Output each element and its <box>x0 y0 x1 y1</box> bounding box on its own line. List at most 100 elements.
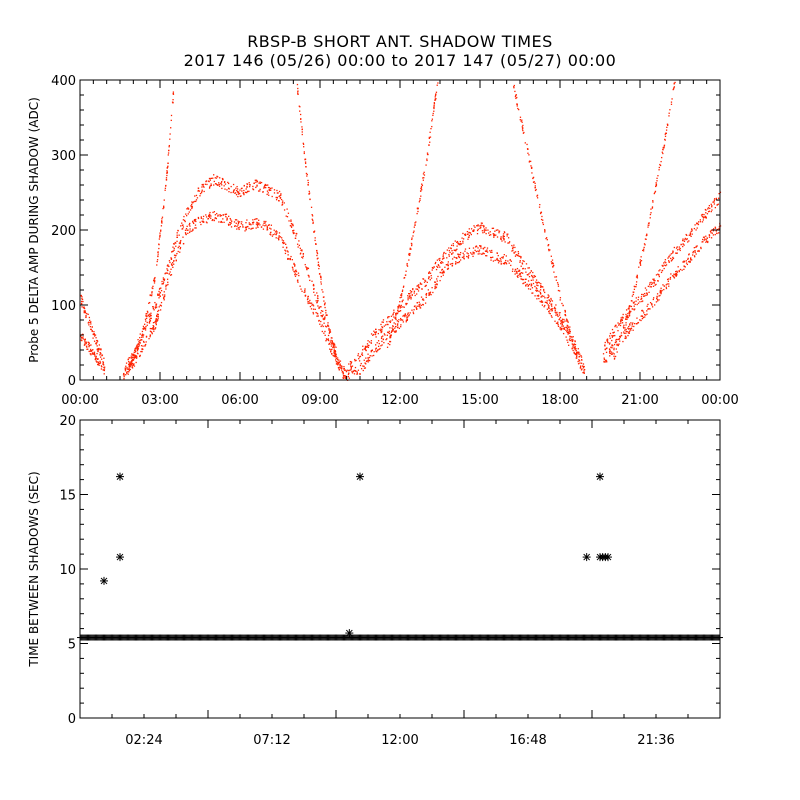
data-point <box>606 347 608 349</box>
data-point <box>633 285 635 288</box>
data-point <box>422 298 424 300</box>
data-point <box>656 180 658 182</box>
data-point <box>554 311 556 313</box>
data-point <box>324 302 326 304</box>
data-point <box>522 260 524 262</box>
data-point <box>643 292 646 295</box>
data-point <box>84 340 86 342</box>
data-point <box>213 219 215 221</box>
data-point <box>641 318 644 320</box>
data-point <box>633 322 636 325</box>
data-point <box>401 290 404 293</box>
data-point <box>132 353 134 355</box>
data-point <box>296 243 299 245</box>
data-point <box>320 312 322 314</box>
data-point <box>97 361 99 363</box>
data-point <box>412 288 414 290</box>
data-point <box>661 156 663 159</box>
data-point <box>417 210 419 213</box>
data-point <box>437 275 439 278</box>
data-point <box>707 241 709 244</box>
data-point <box>470 233 472 236</box>
data-point <box>97 363 99 366</box>
data-point <box>174 255 177 257</box>
data-point <box>500 261 502 263</box>
data-point <box>343 369 346 371</box>
data-point <box>696 227 698 229</box>
data-point <box>389 340 391 343</box>
data-point <box>127 358 129 360</box>
data-point <box>416 285 418 287</box>
data-point <box>627 327 629 329</box>
data-point <box>164 189 166 191</box>
data-point <box>678 246 680 248</box>
data-point <box>265 220 267 223</box>
data-point <box>321 324 323 326</box>
data-point <box>420 186 423 188</box>
data-point <box>332 346 334 349</box>
data-point <box>623 324 625 326</box>
data-point <box>685 262 688 264</box>
data-point <box>577 348 579 350</box>
data-point <box>256 180 258 182</box>
data-point <box>141 351 143 353</box>
data-point <box>373 354 375 357</box>
data-point <box>477 247 479 249</box>
data-point <box>257 224 259 226</box>
data-point <box>182 236 184 238</box>
data-point <box>85 342 87 345</box>
data-point <box>452 244 455 247</box>
data-point <box>100 349 102 351</box>
data-point <box>672 251 674 253</box>
data-point <box>419 282 422 284</box>
data-point <box>148 315 150 318</box>
data-point <box>500 236 502 238</box>
data-point <box>669 254 671 256</box>
data-point <box>521 278 523 280</box>
data-point <box>515 97 517 100</box>
data-point <box>161 216 164 218</box>
data-point <box>342 373 344 375</box>
data-point <box>335 357 337 360</box>
data-point <box>179 251 181 253</box>
data-point <box>496 257 498 260</box>
data-point <box>707 207 710 209</box>
data-point <box>525 278 527 280</box>
data-point <box>296 280 299 282</box>
data-point <box>426 152 429 154</box>
data-point <box>653 279 655 281</box>
data-point <box>199 192 202 195</box>
data-point <box>528 267 530 269</box>
data-point <box>413 290 416 292</box>
data-point <box>139 342 141 344</box>
data-point <box>137 343 139 345</box>
data-point <box>554 306 556 308</box>
data-point <box>434 287 436 290</box>
data-point <box>168 149 170 152</box>
data-point <box>338 361 340 363</box>
x-tick-label: 03:00 <box>141 393 178 408</box>
data-point <box>278 238 280 240</box>
data-point <box>517 270 519 273</box>
data-point <box>642 293 644 296</box>
data-point <box>432 112 434 115</box>
data-point <box>718 228 720 230</box>
data-point <box>149 301 151 304</box>
data-point <box>641 293 643 296</box>
data-point <box>290 222 293 225</box>
data-point <box>383 342 385 344</box>
data-point <box>207 218 209 220</box>
data-point <box>139 336 141 339</box>
data-point <box>386 338 388 340</box>
data-point <box>154 327 157 329</box>
data-point <box>169 261 171 264</box>
data-point <box>694 224 696 226</box>
data-point <box>709 207 711 210</box>
data-point <box>246 186 248 188</box>
data-point <box>643 295 645 297</box>
data-point <box>624 327 626 329</box>
data-point <box>226 219 228 221</box>
data-point <box>416 305 418 307</box>
data-point <box>403 306 405 308</box>
data-point <box>93 332 95 335</box>
